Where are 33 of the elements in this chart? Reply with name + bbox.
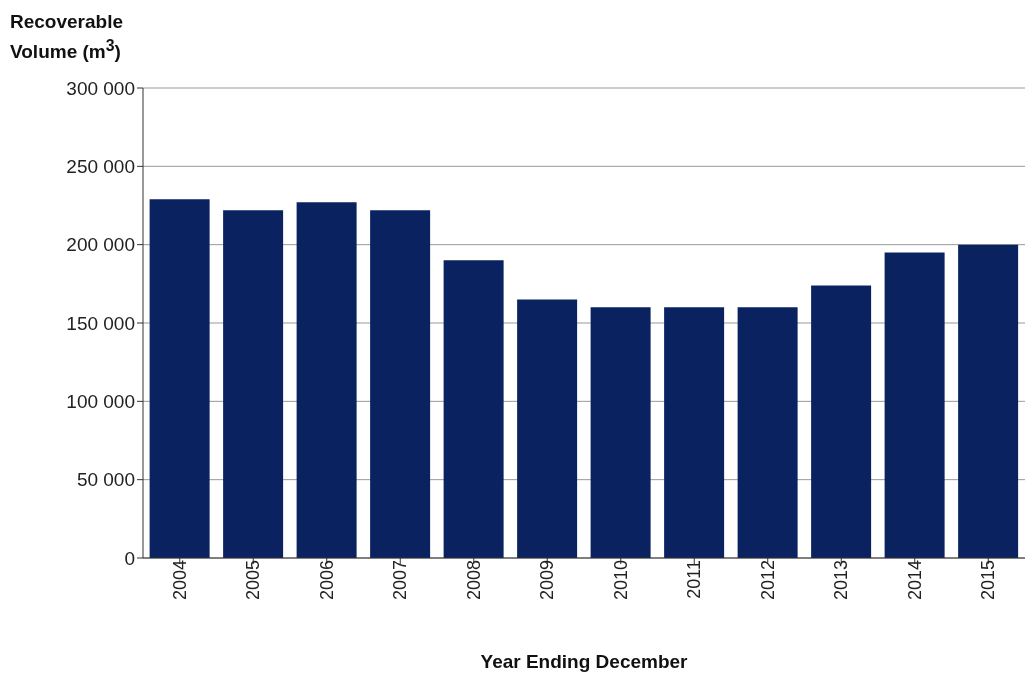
bar — [664, 307, 725, 558]
bar — [590, 307, 651, 558]
bar — [443, 260, 504, 558]
y-tick-label: 250 000 — [66, 156, 135, 178]
bar — [737, 307, 798, 558]
y-axis-title: Recoverable Volume (m$^{3}$) — [10, 10, 124, 65]
bar — [149, 199, 210, 558]
bar — [517, 299, 578, 558]
x-tick-label: 2008 — [463, 560, 484, 601]
bar — [884, 252, 945, 558]
x-tick-label: 2005 — [243, 560, 264, 601]
x-tick-label: 2009 — [537, 560, 558, 601]
x-axis-title: Year Ending December — [479, 651, 689, 673]
x-tick-label: 2011 — [684, 560, 705, 599]
x-tick-label: 2012 — [757, 560, 778, 601]
bar — [811, 285, 872, 558]
x-tick-label: 2010 — [610, 560, 631, 601]
y-tick-label: 200 000 — [66, 234, 135, 256]
y-tick-label: 50 000 — [76, 469, 135, 491]
x-tick-label: 2015 — [978, 560, 999, 601]
y-tick-label: 150 000 — [66, 312, 135, 334]
bar — [958, 244, 1019, 558]
x-tick-label: 2014 — [904, 560, 925, 601]
y-tick-label: 0 — [124, 547, 135, 569]
bar — [223, 210, 284, 558]
bar — [296, 202, 357, 558]
x-tick-label: 2006 — [316, 560, 337, 601]
y-tick-label: 300 000 — [66, 77, 135, 99]
bar — [370, 210, 431, 558]
y-tick-label: 100 000 — [66, 391, 135, 413]
x-tick-label: 2004 — [169, 560, 190, 601]
x-tick-label: 2013 — [831, 560, 852, 601]
x-tick-label: 2007 — [390, 560, 411, 601]
